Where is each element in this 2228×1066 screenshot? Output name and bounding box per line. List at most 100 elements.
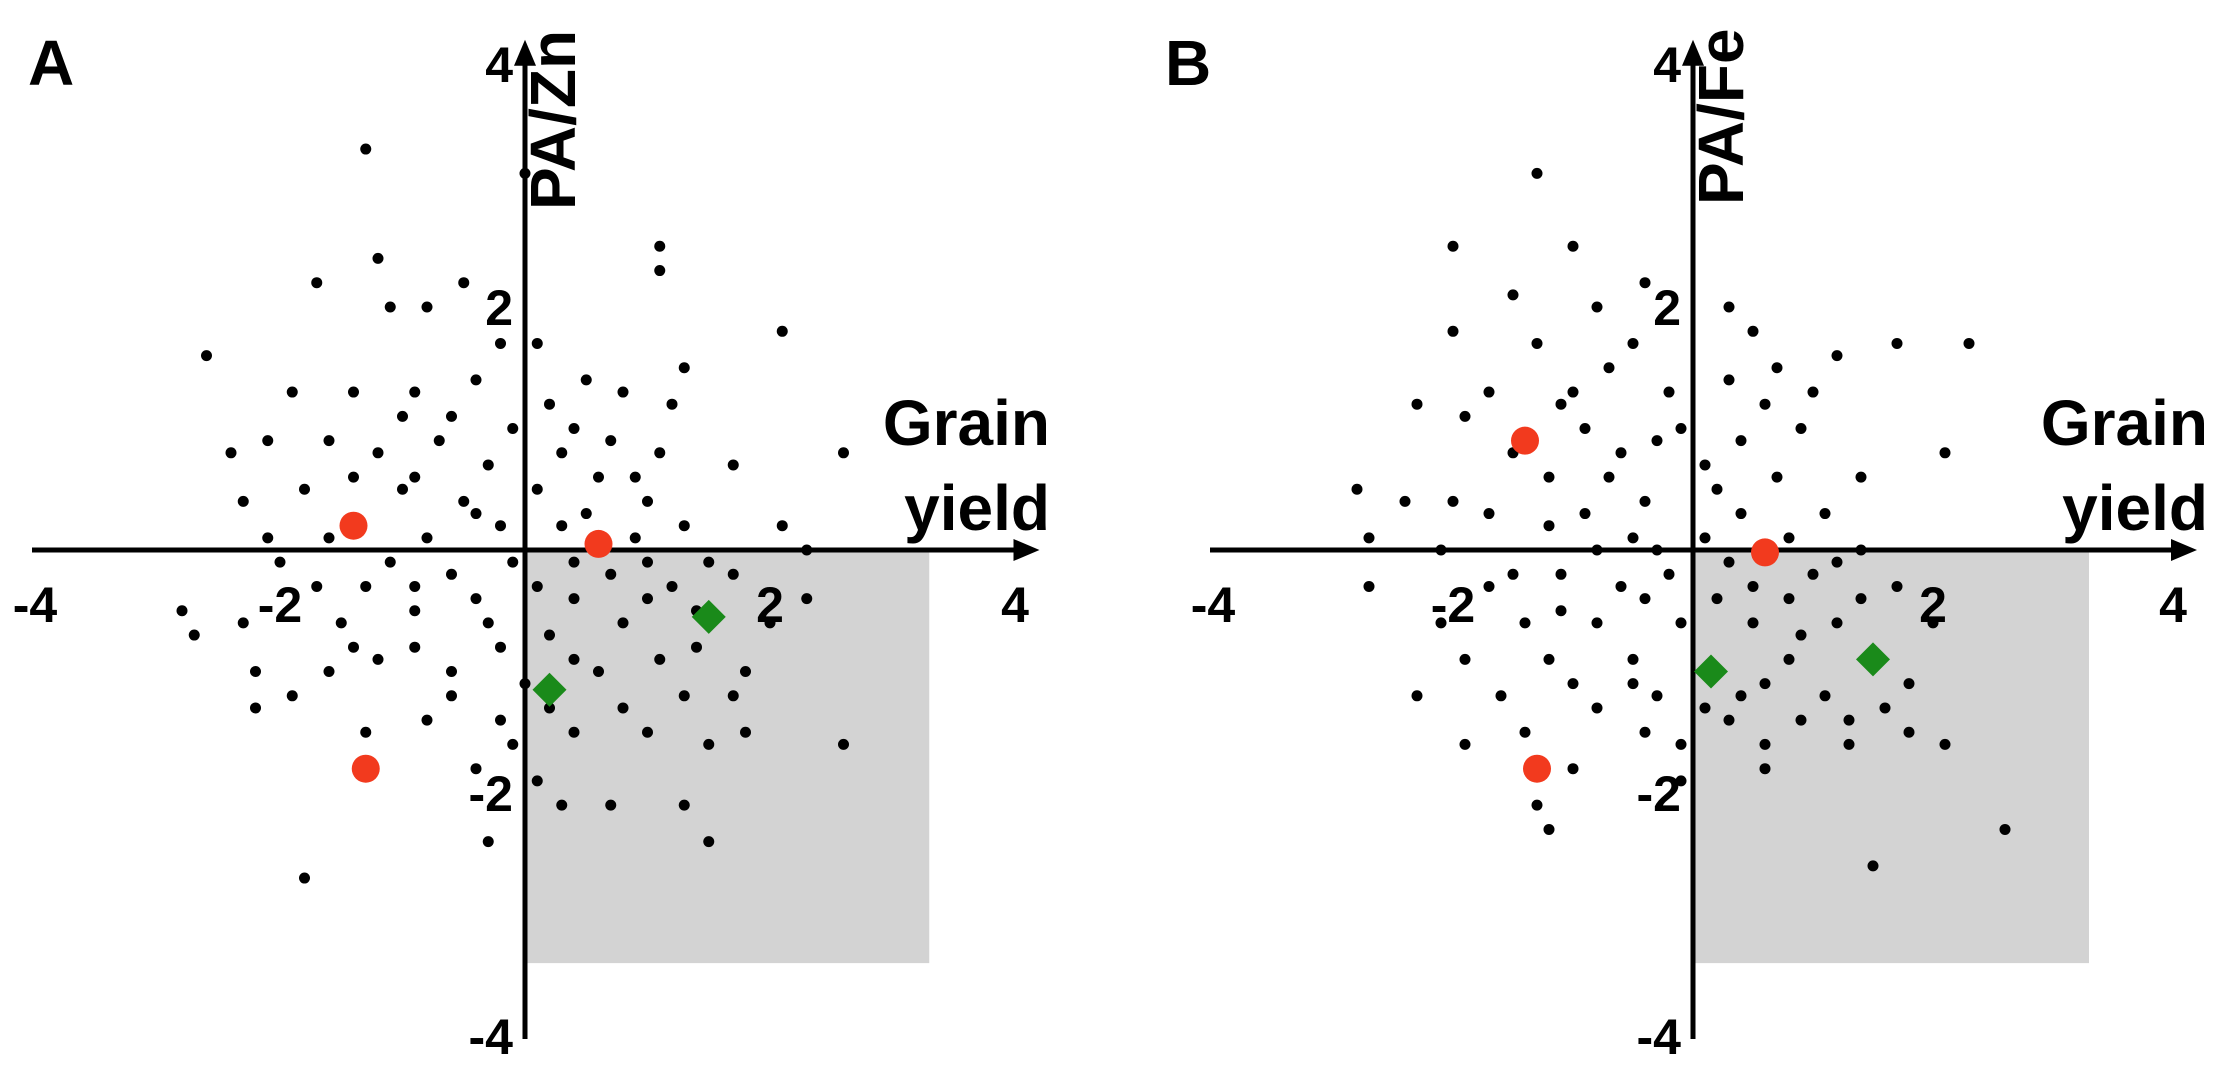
data-point <box>1759 678 1771 690</box>
data-point <box>642 726 653 738</box>
data-point <box>1831 617 1843 629</box>
data-point <box>1363 580 1375 592</box>
data-point <box>1699 702 1711 714</box>
data-point <box>421 532 433 544</box>
data-point <box>495 337 506 349</box>
data-point <box>1903 678 1915 690</box>
data-point <box>666 580 678 592</box>
data-point <box>1675 617 1687 629</box>
data-point <box>1579 508 1591 520</box>
x-axis-title-line-1: Grain <box>883 387 1050 459</box>
x-axis-arrowhead <box>2171 539 2197 561</box>
data-point <box>1771 471 1783 483</box>
data-point <box>433 435 445 447</box>
data-point <box>299 483 310 495</box>
data-point <box>568 726 580 738</box>
shaded-region <box>525 550 930 964</box>
data-point <box>838 738 849 750</box>
y-tick-label: 2 <box>485 280 513 336</box>
data-point <box>1819 690 1831 702</box>
data-point <box>544 702 555 714</box>
data-point <box>311 580 323 592</box>
data-point <box>1783 653 1795 665</box>
data-point <box>446 568 457 580</box>
data-point <box>495 714 506 726</box>
data-point <box>470 763 482 775</box>
data-point <box>1639 593 1651 605</box>
data-point <box>1651 690 1663 702</box>
highlight-diamond-point <box>1856 642 1890 677</box>
data-point <box>1735 435 1747 447</box>
data-point <box>1699 532 1711 544</box>
data-point <box>1459 738 1471 750</box>
data-point <box>1939 447 1951 459</box>
data-point <box>446 690 457 702</box>
data-point <box>1675 738 1687 750</box>
data-point <box>201 350 212 362</box>
data-point <box>323 435 335 447</box>
data-point <box>1543 823 1555 835</box>
data-point <box>1723 301 1735 313</box>
data-point <box>384 556 396 568</box>
data-point <box>1855 471 1867 483</box>
data-point <box>531 775 543 787</box>
data-point <box>727 568 739 580</box>
data-point <box>556 799 568 811</box>
data-point <box>1603 471 1615 483</box>
data-point <box>1831 556 1843 568</box>
data-point <box>348 471 359 483</box>
data-point <box>1591 301 1603 313</box>
data-point <box>1819 508 1831 520</box>
data-point <box>727 690 739 702</box>
data-point <box>1723 556 1735 568</box>
data-point <box>409 580 421 592</box>
data-point <box>1903 726 1915 738</box>
y-tick-label: 2 <box>1653 280 1681 336</box>
data-point <box>299 872 310 884</box>
data-point <box>421 301 433 313</box>
data-point <box>1519 617 1531 629</box>
data-point <box>1627 532 1639 544</box>
data-point <box>482 836 494 848</box>
data-point <box>1555 605 1567 617</box>
data-point <box>642 593 653 605</box>
data-point <box>188 629 200 641</box>
data-point <box>360 143 372 155</box>
panel-letter: B <box>1165 27 1211 99</box>
data-point <box>1531 167 1543 179</box>
data-point <box>470 508 482 520</box>
data-point <box>1963 337 1975 349</box>
data-point <box>605 568 617 580</box>
data-point <box>654 240 666 252</box>
data-point <box>1567 240 1579 252</box>
highlight-circle-point <box>1523 754 1551 783</box>
data-point <box>1507 568 1519 580</box>
data-point <box>360 726 372 738</box>
data-point <box>1735 508 1747 520</box>
data-point <box>409 605 421 617</box>
highlight-diamond-point <box>1694 654 1728 689</box>
highlight-circle-point <box>584 529 613 558</box>
data-point <box>1723 374 1735 386</box>
data-point <box>593 471 604 483</box>
data-point <box>397 410 408 422</box>
data-point <box>605 435 617 447</box>
data-point <box>1603 362 1615 374</box>
data-point <box>1483 386 1495 398</box>
data-point <box>703 738 715 750</box>
y-tick-label: -2 <box>1637 766 1681 822</box>
data-point <box>1675 775 1687 787</box>
data-point <box>519 678 531 690</box>
data-point <box>1591 617 1603 629</box>
data-point <box>727 459 739 471</box>
y-tick-label: -4 <box>469 1009 514 1065</box>
data-point <box>348 386 359 398</box>
data-point <box>678 362 690 374</box>
data-point <box>580 508 592 520</box>
data-point <box>1567 678 1579 690</box>
data-point <box>1411 398 1423 410</box>
data-point <box>580 374 592 386</box>
data-point <box>629 532 641 544</box>
